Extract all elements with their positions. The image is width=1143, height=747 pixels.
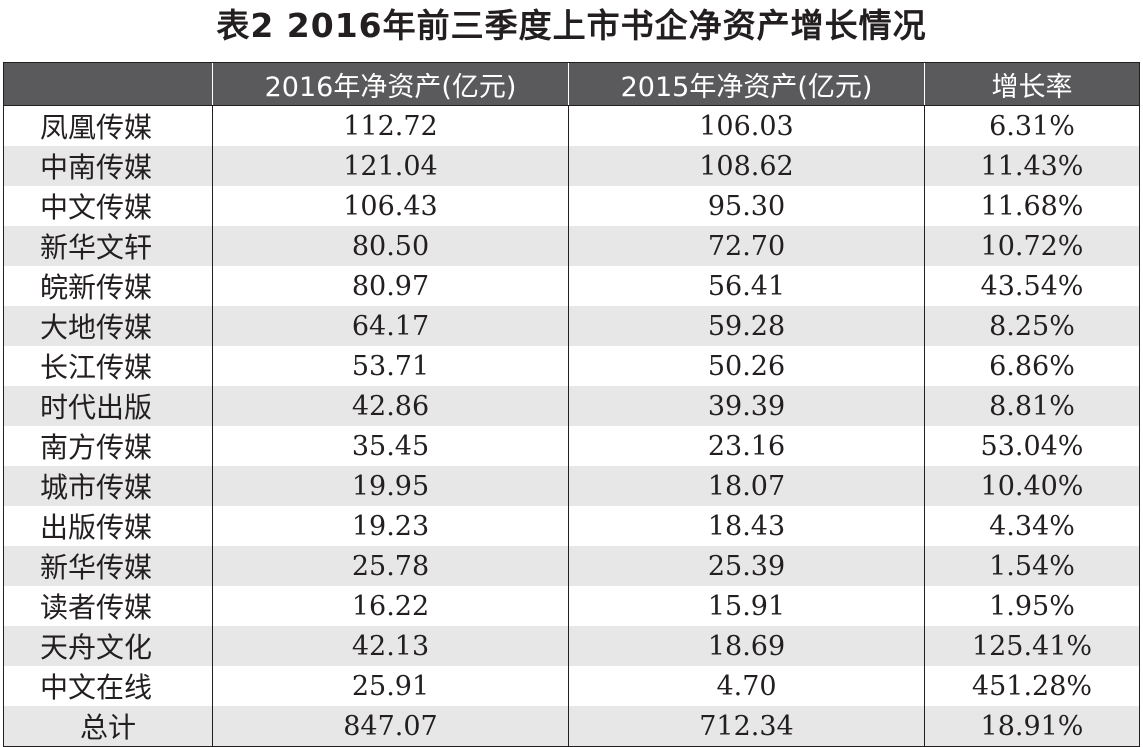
net-assets-2016-cell: 25.78 — [212, 546, 569, 586]
growth-rate-cell: 11.43% — [924, 146, 1140, 186]
table-row: 新华传媒 25.78 25.39 1.54% — [3, 546, 1140, 586]
growth-rate-cell: 53.04% — [924, 426, 1140, 466]
company-name-cell: 时代出版 — [3, 386, 213, 426]
table-row: 读者传媒 16.22 15.91 1.95% — [3, 586, 1140, 626]
net-assets-2015-cell: 4.70 — [568, 666, 925, 706]
table-row: 中南传媒 121.04 108.62 11.43% — [3, 146, 1140, 186]
table-row: 凤凰传媒 112.72 106.03 6.31% — [3, 105, 1140, 146]
table-row: 长江传媒 53.71 50.26 6.86% — [3, 346, 1140, 386]
net-assets-2016-cell: 53.71 — [212, 346, 569, 386]
net-assets-2015-cell: 23.16 — [568, 426, 925, 466]
net-assets-2016-cell: 42.86 — [212, 386, 569, 426]
net-assets-2016-cell: 121.04 — [212, 146, 569, 186]
company-name-cell: 新华传媒 — [3, 546, 213, 586]
net-assets-2016-cell: 106.43 — [212, 186, 569, 226]
company-name-cell: 读者传媒 — [3, 586, 213, 626]
net-assets-2016-cell: 112.72 — [212, 105, 569, 146]
net-assets-2015-cell: 108.62 — [568, 146, 925, 186]
net-assets-2015-cell: 18.43 — [568, 506, 925, 546]
company-name-cell: 长江传媒 — [3, 346, 213, 386]
header-cell-net-assets-2015: 2015年净资产(亿元) — [568, 62, 925, 106]
header-cell-growth-rate: 增长率 — [924, 62, 1140, 106]
company-name-cell: 南方传媒 — [3, 426, 213, 466]
table-row: 中文传媒 106.43 95.30 11.68% — [3, 186, 1140, 226]
net-assets-2015-cell: 106.03 — [568, 105, 925, 146]
growth-rate-cell: 6.86% — [924, 346, 1140, 386]
net-assets-2016-cell: 16.22 — [212, 586, 569, 626]
growth-rate-cell: 8.81% — [924, 386, 1140, 426]
net-assets-2015-cell: 18.07 — [568, 466, 925, 506]
company-name-cell: 中文在线 — [3, 666, 213, 706]
net-assets-2016-cell: 19.95 — [212, 466, 569, 506]
table-title: 表2 2016年前三季度上市书企净资产增长情况 — [216, 6, 927, 45]
header-cell-net-assets-2016: 2016年净资产(亿元) — [212, 62, 569, 106]
growth-rate-cell: 11.68% — [924, 186, 1140, 226]
table-row: 新华文轩 80.50 72.70 10.72% — [3, 226, 1140, 266]
growth-rate-cell: 1.54% — [924, 546, 1140, 586]
growth-rate-cell: 6.31% — [924, 105, 1140, 146]
company-name-cell: 总计 — [3, 706, 213, 747]
net-assets-2015-cell: 25.39 — [568, 546, 925, 586]
table-row: 天舟文化 42.13 18.69 125.41% — [3, 626, 1140, 666]
growth-rate-cell: 125.41% — [924, 626, 1140, 666]
growth-rate-cell: 4.34% — [924, 506, 1140, 546]
table-row: 时代出版 42.86 39.39 8.81% — [3, 386, 1140, 426]
growth-rate-cell: 43.54% — [924, 266, 1140, 306]
table-row: 出版传媒 19.23 18.43 4.34% — [3, 506, 1140, 546]
growth-rate-cell: 10.72% — [924, 226, 1140, 266]
net-assets-2015-cell: 18.69 — [568, 626, 925, 666]
company-name-cell: 新华文轩 — [3, 226, 213, 266]
net-assets-2015-cell: 39.39 — [568, 386, 925, 426]
table-row: 中文在线 25.91 4.70 451.28% — [3, 666, 1140, 706]
net-assets-2016-cell: 35.45 — [212, 426, 569, 466]
table-row: 大地传媒 64.17 59.28 8.25% — [3, 306, 1140, 346]
growth-rate-cell: 10.40% — [924, 466, 1140, 506]
company-name-cell: 大地传媒 — [3, 306, 213, 346]
net-assets-2016-cell: 19.23 — [212, 506, 569, 546]
company-name-cell: 天舟文化 — [3, 626, 213, 666]
net-assets-2015-cell: 59.28 — [568, 306, 925, 346]
net-assets-2016-cell: 80.50 — [212, 226, 569, 266]
table-row: 南方传媒 35.45 23.16 53.04% — [3, 426, 1140, 466]
net-assets-2016-cell: 80.97 — [212, 266, 569, 306]
company-name-cell: 城市传媒 — [3, 466, 213, 506]
table-row: 皖新传媒 80.97 56.41 43.54% — [3, 266, 1140, 306]
company-name-cell: 中南传媒 — [3, 146, 213, 186]
net-assets-2015-cell: 72.70 — [568, 226, 925, 266]
net-assets-2016-cell: 42.13 — [212, 626, 569, 666]
net-assets-2015-cell: 15.91 — [568, 586, 925, 626]
net-assets-2015-cell: 56.41 — [568, 266, 925, 306]
growth-rate-cell: 451.28% — [924, 666, 1140, 706]
net-assets-2016-cell: 64.17 — [212, 306, 569, 346]
net-assets-2015-cell: 50.26 — [568, 346, 925, 386]
net-assets-2016-cell: 25.91 — [212, 666, 569, 706]
growth-rate-cell: 1.95% — [924, 586, 1140, 626]
total-row: 总计 847.07 712.34 18.91% — [3, 706, 1140, 747]
company-name-cell: 中文传媒 — [3, 186, 213, 226]
header-row: 2016年净资产(亿元) 2015年净资产(亿元) 增长率 — [3, 62, 1140, 106]
net-assets-2015-cell: 712.34 — [568, 706, 925, 747]
company-name-cell: 凤凰传媒 — [3, 105, 213, 146]
growth-rate-cell: 8.25% — [924, 306, 1140, 346]
table-row: 城市传媒 19.95 18.07 10.40% — [3, 466, 1140, 506]
growth-rate-cell: 18.91% — [924, 706, 1140, 747]
net-assets-2015-cell: 95.30 — [568, 186, 925, 226]
company-name-cell: 皖新传媒 — [3, 266, 213, 306]
company-name-cell: 出版传媒 — [3, 506, 213, 546]
data-table: 2016年净资产(亿元) 2015年净资产(亿元) 增长率 凤凰传媒 112.72… — [3, 62, 1140, 747]
header-cell-company — [3, 62, 213, 106]
net-assets-2016-cell: 847.07 — [212, 706, 569, 747]
